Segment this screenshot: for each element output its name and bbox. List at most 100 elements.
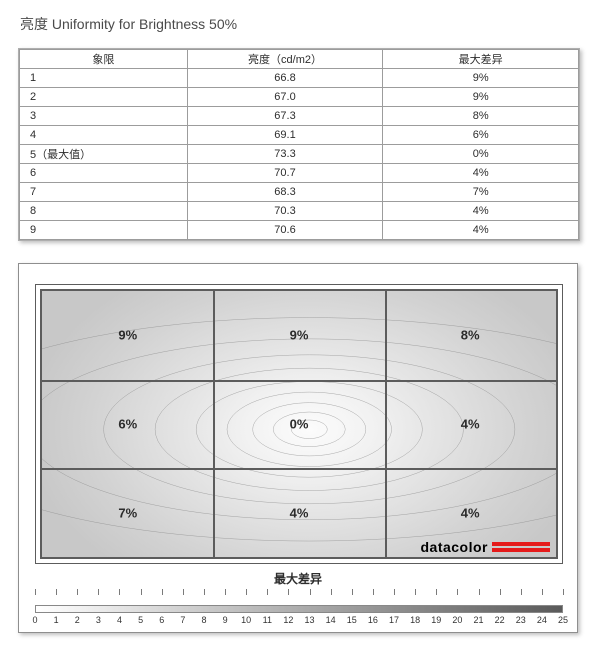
cell-delta: 8% bbox=[383, 107, 579, 126]
legend-label: 22 bbox=[495, 615, 505, 625]
table-row: 970.64% bbox=[20, 221, 579, 240]
legend-label: 25 bbox=[558, 615, 568, 625]
cell-brightness: 67.3 bbox=[187, 107, 383, 126]
cell-quadrant: 2 bbox=[20, 88, 188, 107]
col-quadrant: 象限 bbox=[20, 50, 188, 69]
legend-tick bbox=[204, 589, 205, 595]
gridline-h bbox=[42, 468, 556, 470]
legend-label: 4 bbox=[117, 615, 122, 625]
legend-tick bbox=[521, 589, 522, 595]
cell-label: 9% bbox=[118, 328, 137, 343]
heatmap-outer: 9%9%8%6%0%4%7%4%4%datacolor bbox=[35, 284, 563, 564]
cell-brightness: 69.1 bbox=[187, 126, 383, 145]
cell-brightness: 66.8 bbox=[187, 69, 383, 88]
legend-tick bbox=[225, 589, 226, 595]
cell-quadrant: 4 bbox=[20, 126, 188, 145]
brand-bars bbox=[492, 542, 550, 552]
legend-tick bbox=[183, 589, 184, 595]
legend-tick bbox=[352, 589, 353, 595]
legend-label: 16 bbox=[368, 615, 378, 625]
cell-delta: 7% bbox=[383, 183, 579, 202]
brand-bar bbox=[492, 548, 550, 552]
legend-label: 9 bbox=[223, 615, 228, 625]
legend-label: 19 bbox=[431, 615, 441, 625]
cell-delta: 9% bbox=[383, 88, 579, 107]
legend-label: 14 bbox=[326, 615, 336, 625]
legend-tick bbox=[288, 589, 289, 595]
cell-delta: 4% bbox=[383, 202, 579, 221]
table-row: 768.37% bbox=[20, 183, 579, 202]
cell-quadrant: 5（最大值） bbox=[20, 145, 188, 164]
legend-tick bbox=[563, 589, 564, 595]
cell-delta: 6% bbox=[383, 126, 579, 145]
legend-label: 21 bbox=[474, 615, 484, 625]
table-row: 469.16% bbox=[20, 126, 579, 145]
legend-label: 5 bbox=[138, 615, 143, 625]
table-row: 367.38% bbox=[20, 107, 579, 126]
cell-brightness: 67.0 bbox=[187, 88, 383, 107]
legend-tick bbox=[141, 589, 142, 595]
col-brightness: 亮度（cd/m2） bbox=[187, 50, 383, 69]
col-delta: 最大差异 bbox=[383, 50, 579, 69]
legend-tick bbox=[35, 589, 36, 595]
legend-ticks bbox=[35, 589, 563, 605]
gridline-h bbox=[42, 380, 556, 382]
legend-label: 2 bbox=[75, 615, 80, 625]
cell-quadrant: 6 bbox=[20, 164, 188, 183]
legend-label: 6 bbox=[159, 615, 164, 625]
legend-tick bbox=[394, 589, 395, 595]
legend-tick bbox=[373, 589, 374, 595]
legend-tick bbox=[162, 589, 163, 595]
cell-label: 4% bbox=[461, 417, 480, 432]
gridline-v bbox=[213, 291, 215, 557]
legend-label: 15 bbox=[347, 615, 357, 625]
legend-tick bbox=[56, 589, 57, 595]
legend-tick bbox=[500, 589, 501, 595]
cell-quadrant: 8 bbox=[20, 202, 188, 221]
table-header-row: 象限 亮度（cd/m2） 最大差异 bbox=[20, 50, 579, 69]
brand-text: datacolor bbox=[420, 539, 488, 555]
table-row: 870.34% bbox=[20, 202, 579, 221]
cell-label: 4% bbox=[290, 505, 309, 520]
legend-label: 12 bbox=[283, 615, 293, 625]
legend-label: 3 bbox=[96, 615, 101, 625]
legend-labels: 0123456789101112131415161718192021222324… bbox=[35, 613, 563, 625]
cell-delta: 4% bbox=[383, 164, 579, 183]
uniformity-chart: 9%9%8%6%0%4%7%4%4%datacolor 最大差异 0123456… bbox=[18, 263, 578, 633]
table-row: 5（最大值）73.30% bbox=[20, 145, 579, 164]
cell-delta: 0% bbox=[383, 145, 579, 164]
cell-brightness: 73.3 bbox=[187, 145, 383, 164]
legend-label: 24 bbox=[537, 615, 547, 625]
cell-label: 7% bbox=[118, 505, 137, 520]
cell-quadrant: 3 bbox=[20, 107, 188, 126]
cell-quadrant: 7 bbox=[20, 183, 188, 202]
cell-brightness: 70.6 bbox=[187, 221, 383, 240]
legend-scale: 0123456789101112131415161718192021222324… bbox=[35, 589, 563, 625]
legend-label: 23 bbox=[516, 615, 526, 625]
legend-tick bbox=[119, 589, 120, 595]
cell-label: 9% bbox=[290, 328, 309, 343]
legend-tick bbox=[98, 589, 99, 595]
legend-label: 10 bbox=[241, 615, 251, 625]
heatmap-inner: 9%9%8%6%0%4%7%4%4%datacolor bbox=[40, 289, 558, 559]
cell-quadrant: 9 bbox=[20, 221, 188, 240]
table-row: 166.89% bbox=[20, 69, 579, 88]
brightness-table: 象限 亮度（cd/m2） 最大差异 166.89%267.09%367.38%4… bbox=[18, 48, 580, 241]
legend-tick bbox=[479, 589, 480, 595]
legend-tick bbox=[310, 589, 311, 595]
legend-label: 7 bbox=[180, 615, 185, 625]
legend-label: 11 bbox=[263, 615, 272, 625]
legend-label: 8 bbox=[201, 615, 206, 625]
legend-tick bbox=[415, 589, 416, 595]
legend-label: 18 bbox=[410, 615, 420, 625]
legend-gradient bbox=[35, 605, 563, 613]
legend-label: 0 bbox=[32, 615, 37, 625]
legend-tick bbox=[542, 589, 543, 595]
cell-quadrant: 1 bbox=[20, 69, 188, 88]
cell-label: 0% bbox=[290, 417, 309, 432]
cell-label: 4% bbox=[461, 505, 480, 520]
page-title: 亮度 Uniformity for Brightness 50% bbox=[20, 14, 582, 34]
cell-delta: 4% bbox=[383, 221, 579, 240]
legend-tick bbox=[267, 589, 268, 595]
legend-tick bbox=[457, 589, 458, 595]
